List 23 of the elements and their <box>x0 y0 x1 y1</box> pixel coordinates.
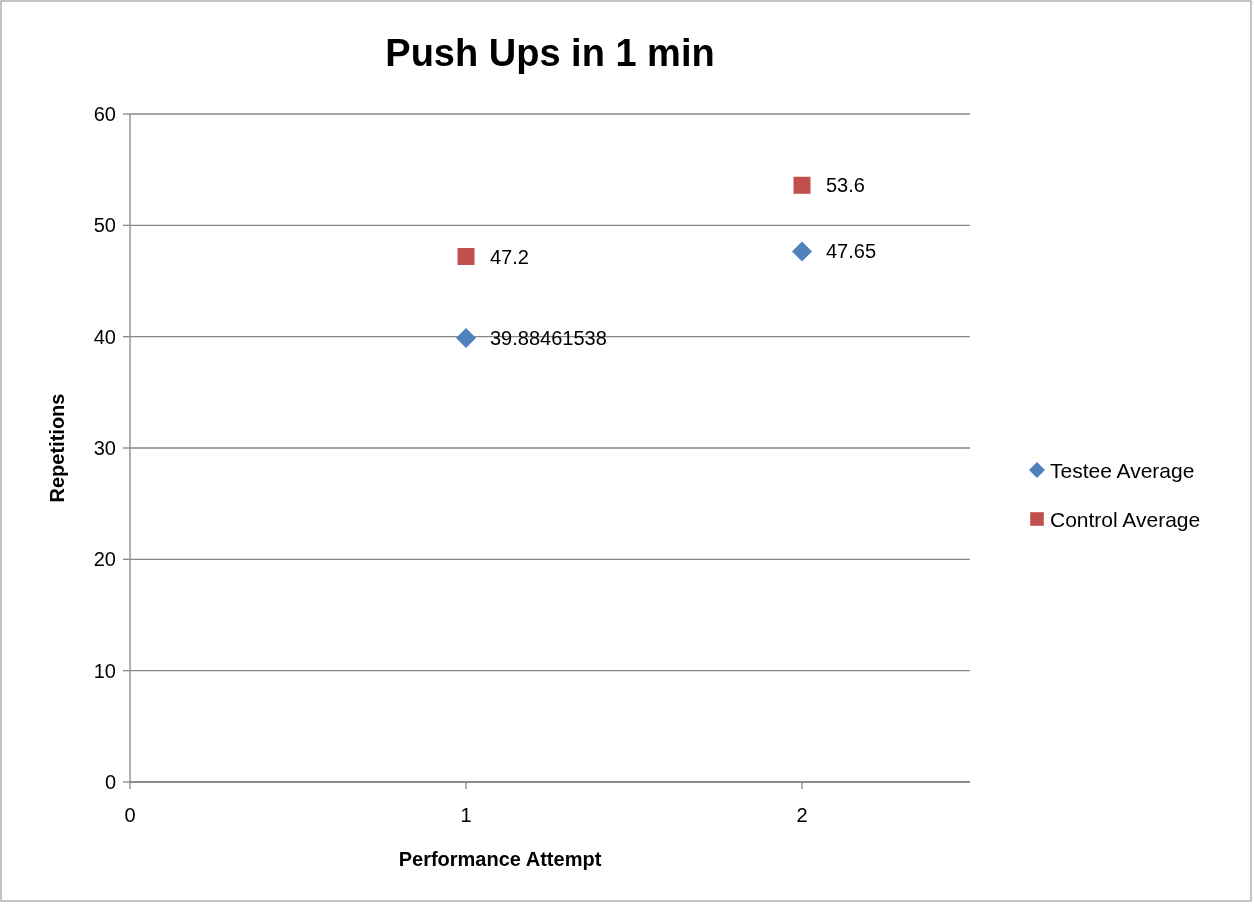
point <box>456 327 476 348</box>
point <box>792 241 812 262</box>
y-tick-label: 0 <box>104 771 116 793</box>
y-tick-label: 20 <box>93 548 116 571</box>
y-tick-label: 30 <box>93 437 116 459</box>
point <box>457 248 475 266</box>
x-tick-label: 1 <box>460 804 472 826</box>
chart-title: Push Ups in 1 min <box>385 32 715 74</box>
x-tick-label: 2 <box>796 804 808 826</box>
data-label: 47.2 <box>490 245 529 268</box>
point <box>793 176 811 194</box>
x-axis-title: Performance Attempt <box>398 848 602 870</box>
data-label: 47.65 <box>826 240 877 263</box>
legend-label: Testee Average <box>1050 459 1195 482</box>
y-tick-label: 60 <box>93 103 116 125</box>
x-tick-label: 0 <box>124 804 136 826</box>
data-label: 39.88461538 <box>490 326 607 349</box>
y-axis-title: Repetitions <box>46 393 68 503</box>
y-tick-label: 50 <box>93 214 116 237</box>
legend-label: Control Average <box>1050 508 1201 531</box>
y-tick-label: 10 <box>93 659 116 682</box>
data-label: 53.6 <box>826 174 865 197</box>
y-tick-label: 40 <box>93 325 116 348</box>
